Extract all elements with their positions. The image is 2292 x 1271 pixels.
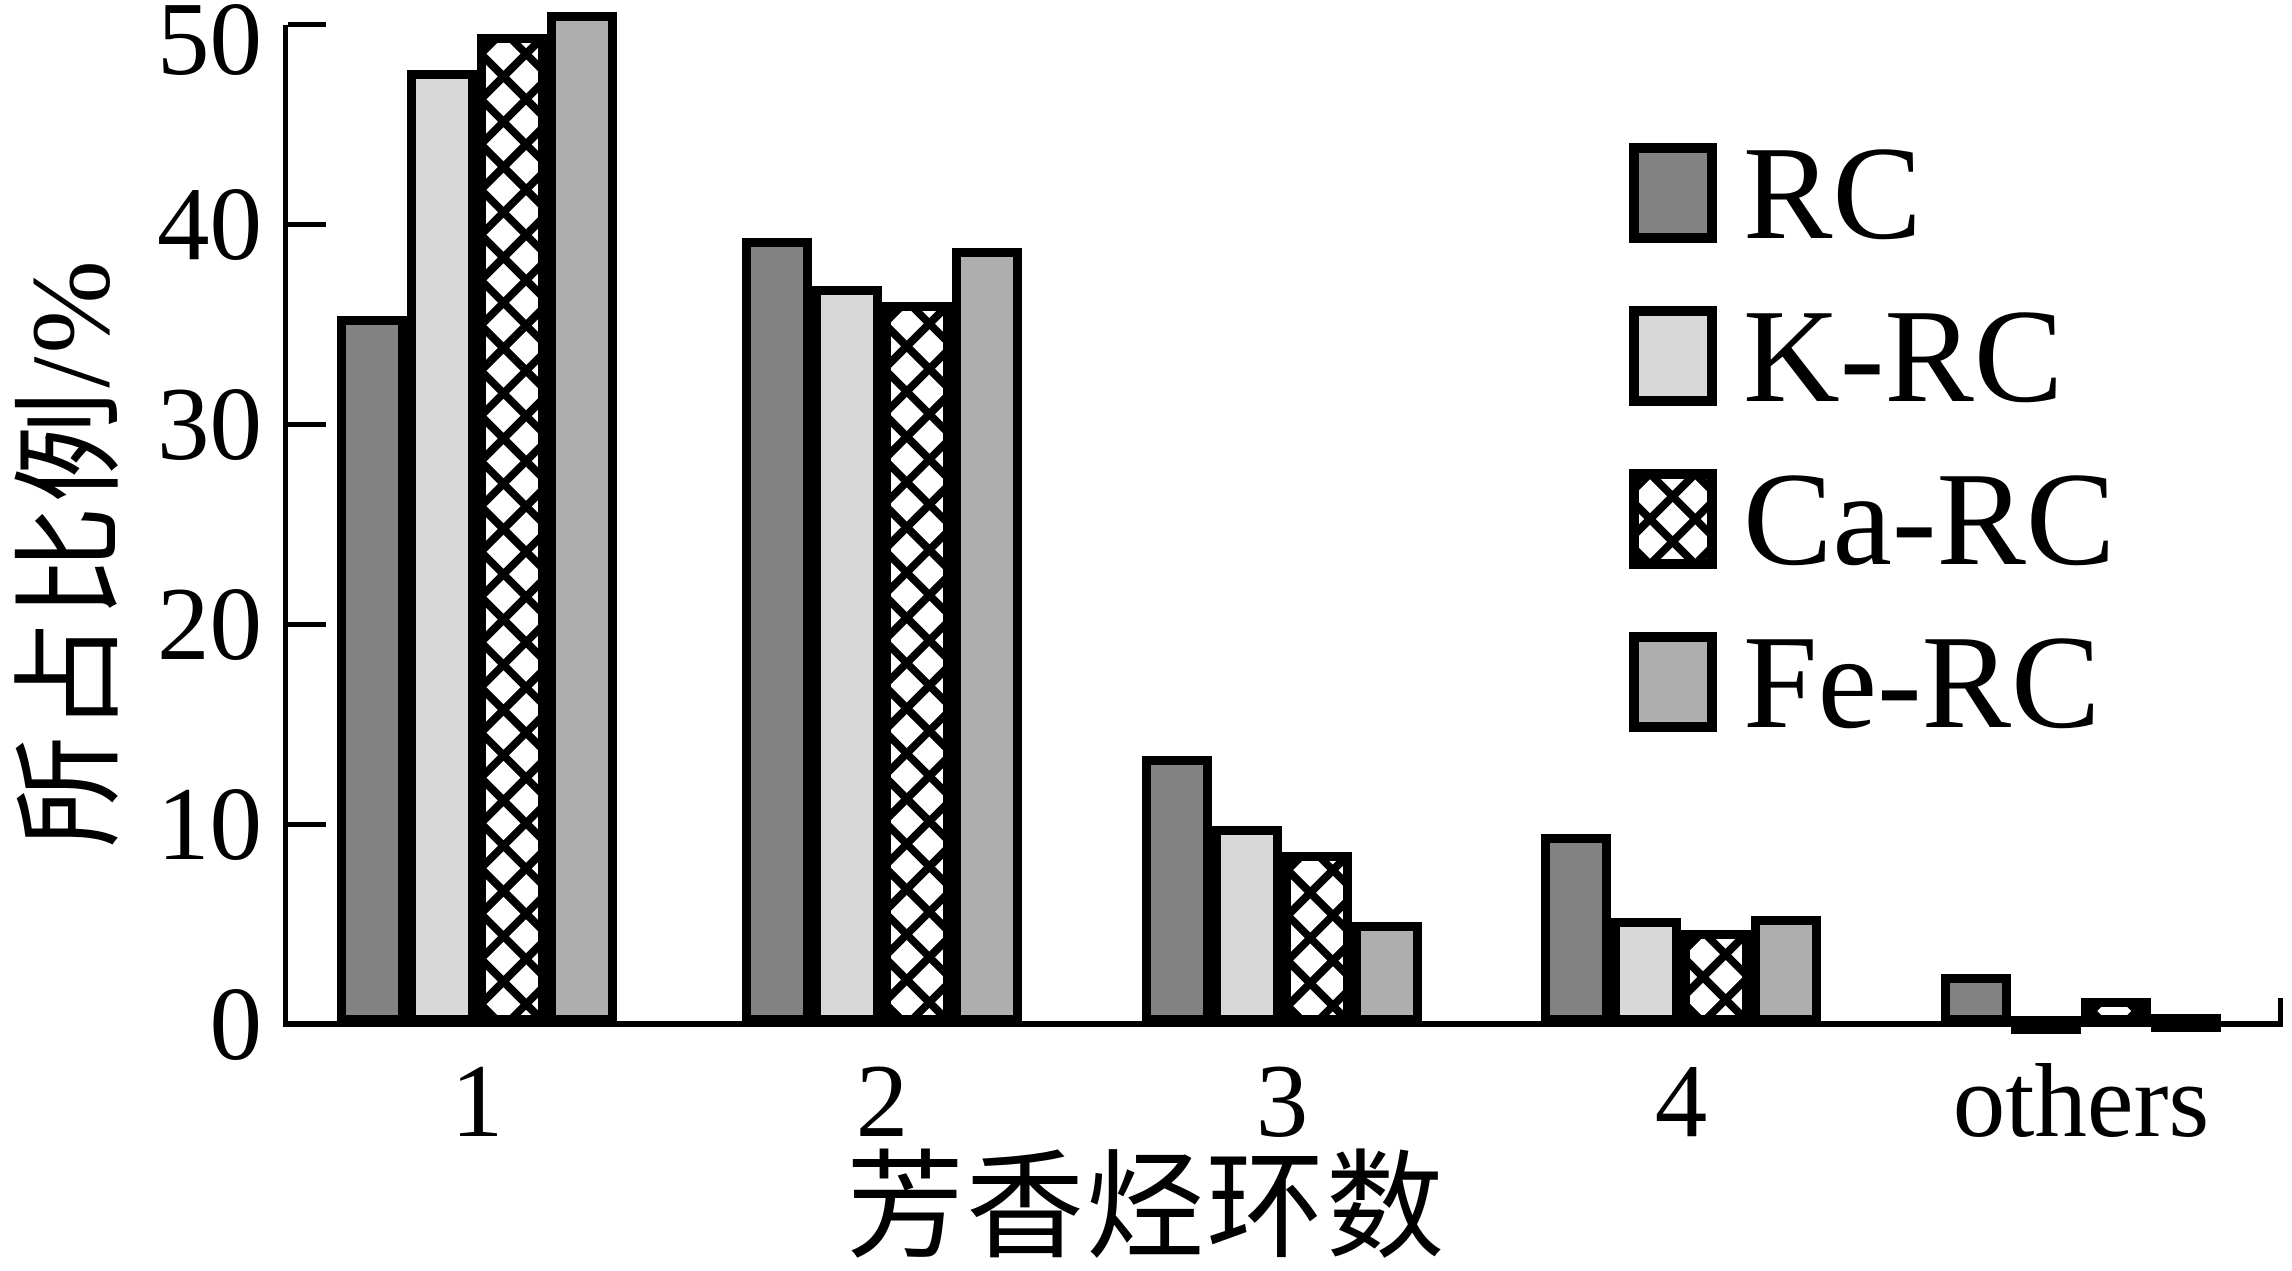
x-axis-line: [283, 1021, 2283, 1027]
y-axis-line: [283, 25, 288, 1027]
bar-Ca-RC-1: [477, 34, 547, 1024]
x-axis-title: 芳香烃环数: [845, 1143, 1446, 1271]
x-category-label: 2: [855, 1042, 909, 1159]
bar-RC-2: [742, 238, 812, 1024]
bar-K-RC-3: [1212, 826, 1282, 1024]
y-tick: [288, 621, 326, 627]
y-tick-label: 40: [157, 165, 262, 282]
x-category-label: others: [1952, 1042, 2210, 1159]
legend-label-RC: RC: [1743, 119, 1922, 267]
bar-Fe-RC-3: [1352, 922, 1422, 1024]
y-tick-label: 0: [209, 965, 263, 1082]
bar-RC-others: [1941, 974, 2011, 1024]
legend-item-K-RC: K-RC: [1629, 282, 2115, 430]
legend-swatch-K-RC: [1629, 306, 1717, 406]
y-tick-label: 30: [157, 365, 262, 482]
y-tick: [288, 821, 326, 827]
x-axis-right-stub: [2278, 998, 2283, 1027]
bar-Ca-RC-4: [1681, 930, 1751, 1024]
legend-label-K-RC: K-RC: [1743, 282, 2064, 430]
bar-Fe-RC-4: [1751, 916, 1821, 1024]
legend-label-Ca-RC: Ca-RC: [1743, 445, 2116, 593]
legend-item-Fe-RC: Fe-RC: [1629, 608, 2115, 756]
legend-swatch-RC: [1629, 143, 1717, 243]
y-tick-label: 20: [157, 565, 262, 682]
bar-Ca-RC-others: [2081, 998, 2151, 1024]
y-tick: [288, 21, 326, 27]
bar-Ca-RC-3: [1282, 852, 1352, 1024]
legend-item-Ca-RC: Ca-RC: [1629, 445, 2116, 593]
bar-Ca-RC-2: [882, 302, 952, 1024]
y-axis-title: 所占比例/%: [9, 257, 134, 848]
y-tick: [288, 421, 326, 427]
x-category-label: 3: [1255, 1042, 1309, 1159]
legend-swatch-Fe-RC: [1629, 632, 1717, 732]
legend: RC K-RC Ca-RC Fe-RC: [1629, 119, 2116, 756]
bar-Fe-RC-1: [547, 12, 617, 1024]
bar-K-RC-1: [407, 70, 477, 1024]
x-category-label: 4: [1654, 1042, 1708, 1159]
bar-RC-3: [1142, 756, 1212, 1024]
bar-K-RC-4: [1611, 918, 1681, 1024]
y-tick: [288, 221, 326, 227]
y-tick-label: 10: [157, 765, 262, 882]
bar-RC-4: [1541, 834, 1611, 1024]
x-category-label: 1: [450, 1042, 504, 1159]
legend-item-RC: RC: [1629, 119, 2115, 267]
legend-label-Fe-RC: Fe-RC: [1743, 608, 2101, 756]
y-tick-label: 50: [157, 0, 262, 97]
bar-Fe-RC-2: [952, 248, 1022, 1024]
bar-K-RC-2: [812, 286, 882, 1024]
bar-RC-1: [337, 316, 407, 1024]
legend-swatch-Ca-RC: [1629, 469, 1717, 569]
